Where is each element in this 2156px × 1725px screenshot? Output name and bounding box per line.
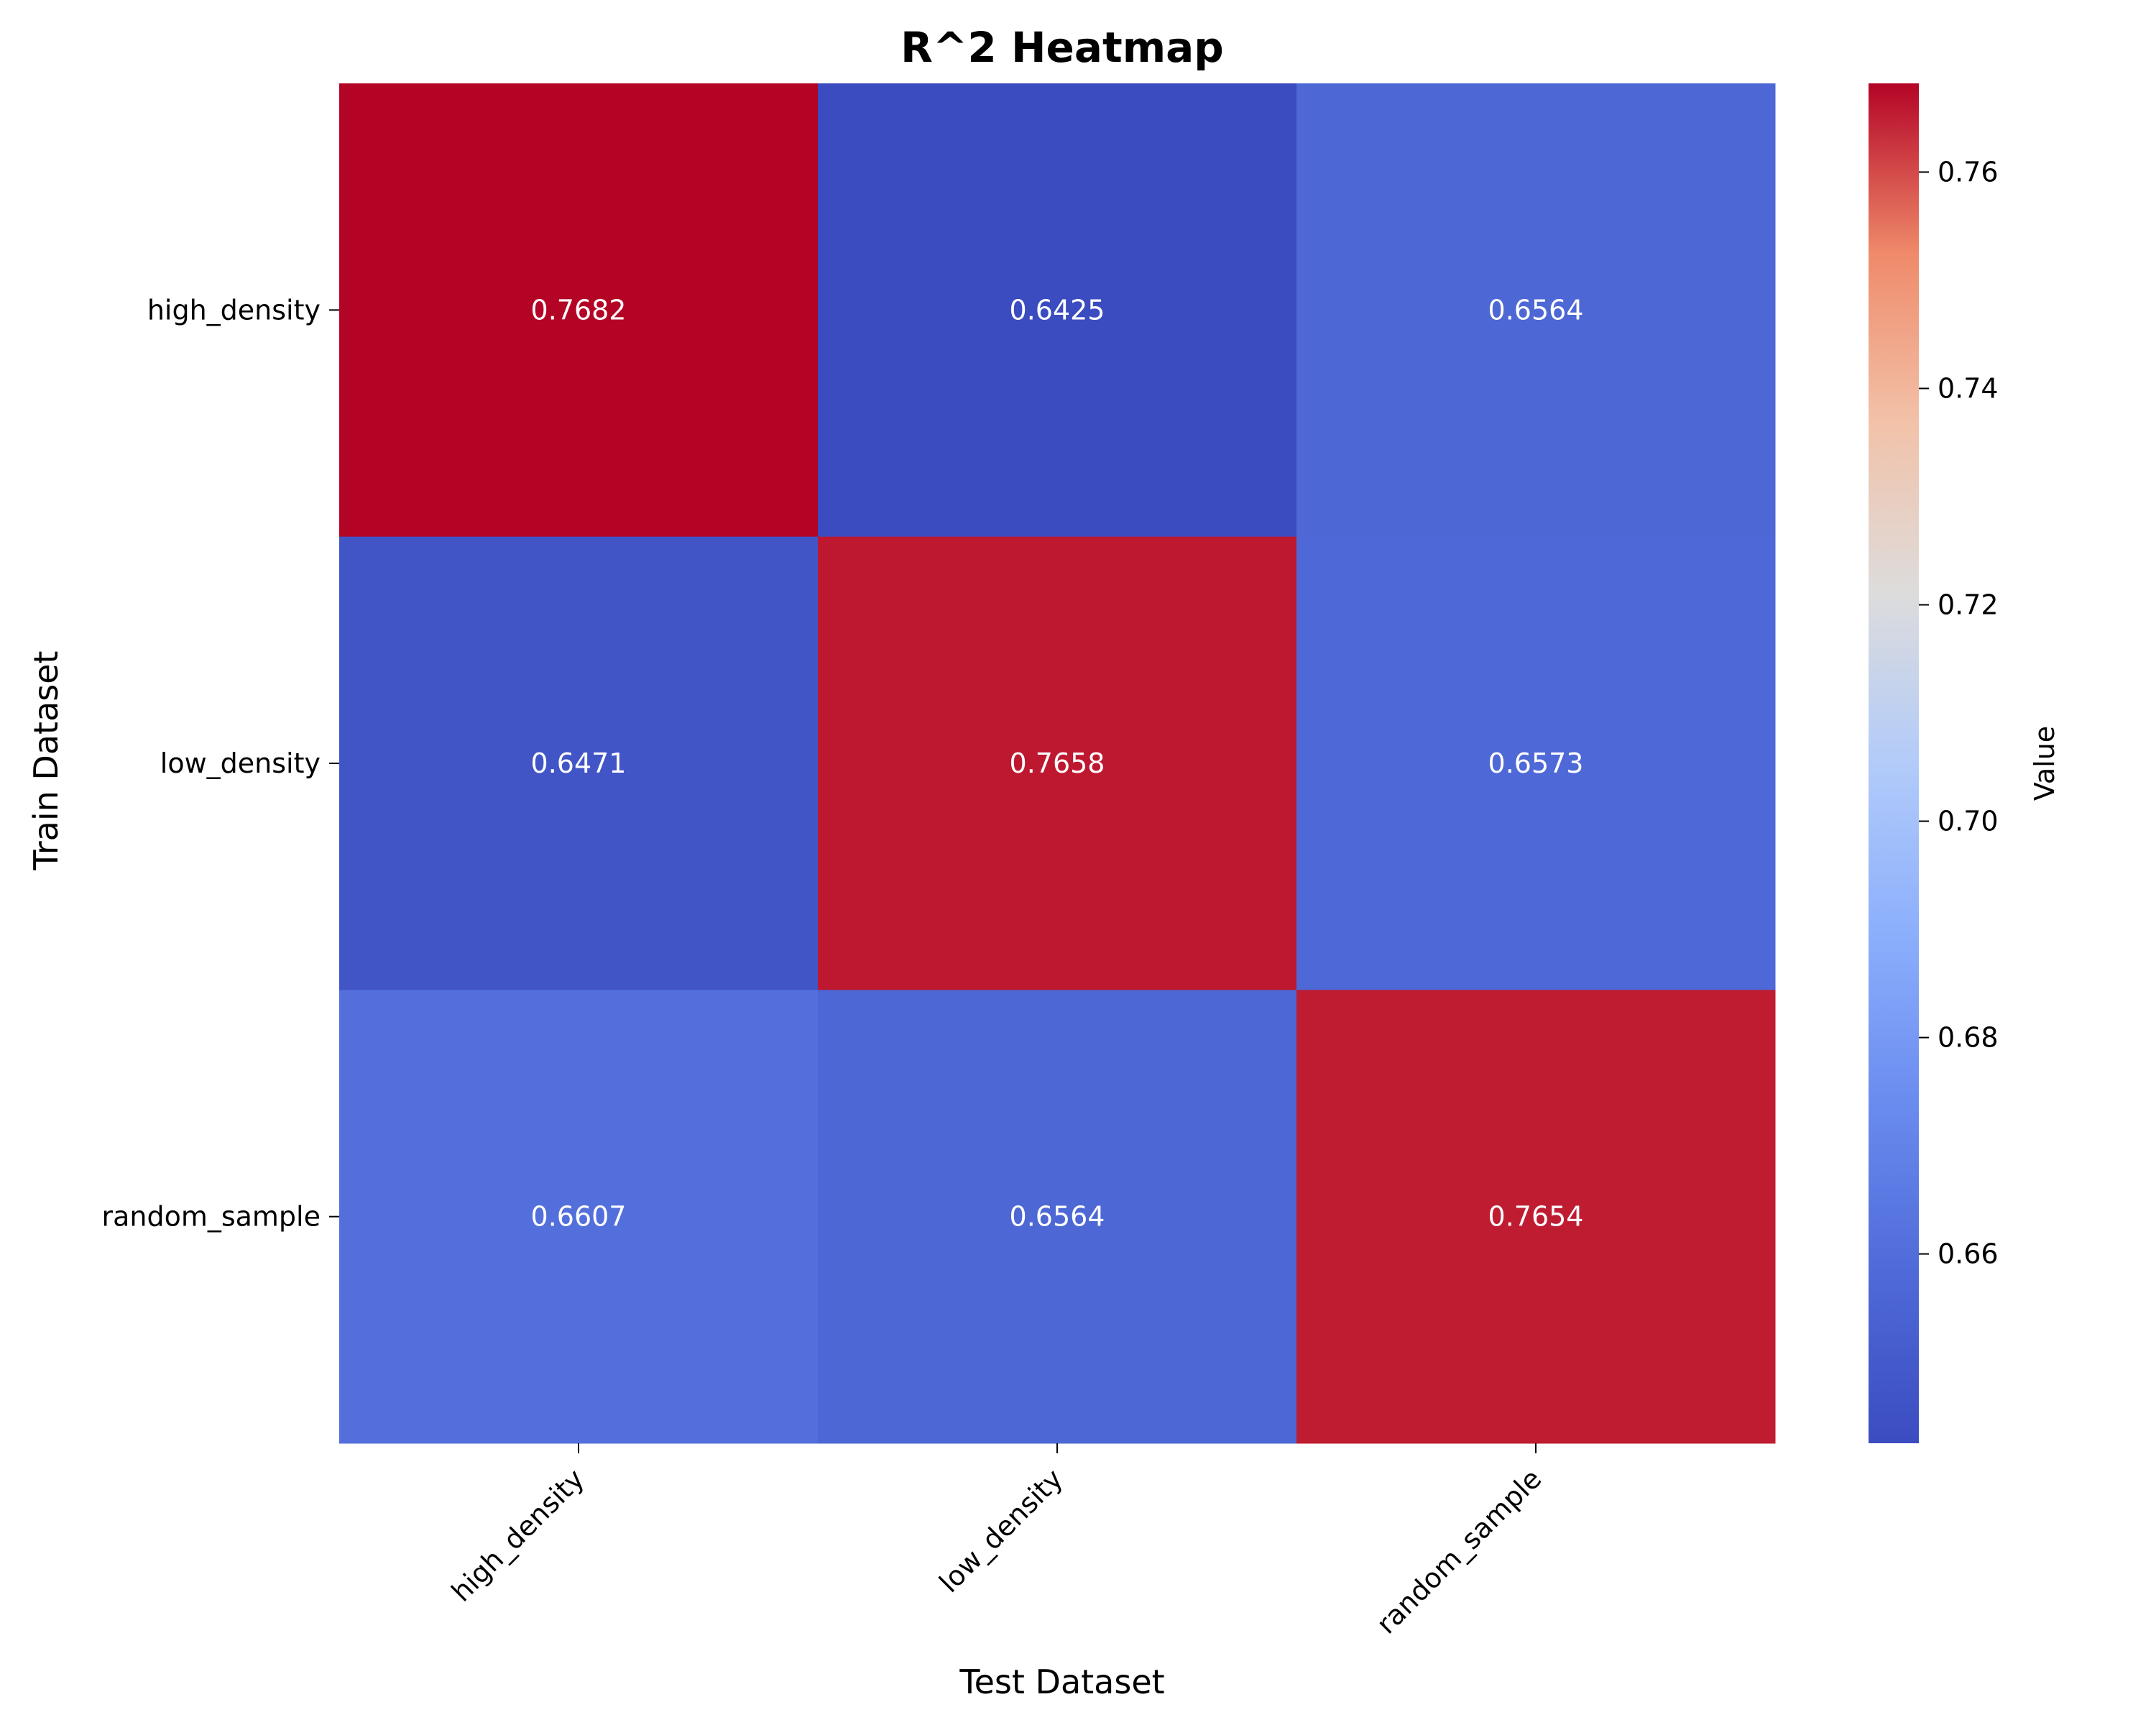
heatmap-cell [339,990,819,1444]
cell-value-label: 0.6425 [1010,294,1105,326]
cell-value-label: 0.6471 [531,748,627,779]
y-tick-label: high_density [147,294,321,326]
colorbar [1869,83,1919,1443]
colorbar-tick-label: 0.68 [1938,1022,1999,1054]
x-tick-label: low_density [933,1463,1069,1598]
colorbar-tick-label: 0.72 [1938,589,1999,620]
colorbar-label: Value [2029,726,2060,801]
cell-value-label: 0.7658 [1010,748,1105,779]
heatmap-cell [818,536,1297,990]
x-tick-label: high_density [446,1463,591,1608]
colorbar-tick-label: 0.76 [1938,156,1999,188]
heatmap-cell [1296,83,1776,538]
heatmap-cell [1296,536,1776,990]
heatmap-cells [339,83,1776,1444]
x-tick-label: random_sample [1370,1463,1547,1639]
heatmap-cell [1296,990,1776,1444]
x-axis-label: Test Dataset [959,1662,1164,1701]
heatmap-cell [339,536,819,990]
heatmap-cell-labels: 0.7682 0.6425 0.6564 0.6471 0.7658 0.6573 0.66… [531,294,1584,1232]
y-axis-label: Train Dataset [27,650,65,870]
colorbar-ticks: 0.66 0.68 0.70 0.72 0.74 0.76 [1919,156,1999,1270]
cell-value-label: 0.6564 [1010,1201,1105,1233]
colorbar-tick-label: 0.70 [1938,806,1999,837]
cell-value-label: 0.7682 [531,294,627,326]
heatmap-cell [818,83,1297,538]
y-tick-label: low_density [160,748,321,779]
colorbar-tick-label: 0.74 [1938,372,1999,404]
cell-value-label: 0.6564 [1488,294,1584,326]
colorbar-tick-label: 0.66 [1938,1238,1999,1270]
cell-value-label: 0.6573 [1488,748,1584,779]
chart-title: R^2 Heatmap [900,23,1224,72]
heatmap-cell [818,990,1297,1444]
x-axis-ticks: high_density low_density random_sample [446,1443,1547,1640]
y-axis-ticks: high_density low_density random_sample [101,294,339,1233]
y-tick-label: random_sample [101,1201,321,1233]
cell-value-label: 0.7654 [1488,1201,1584,1233]
cell-value-label: 0.6607 [531,1201,627,1233]
heatmap-cell [339,83,819,538]
